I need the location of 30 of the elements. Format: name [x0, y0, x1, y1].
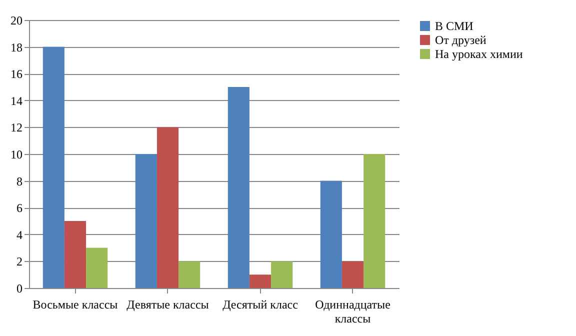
legend-label: В СМИ [435, 19, 474, 33]
y-tick-label: 6 [16, 201, 22, 216]
y-tick-label: 2 [16, 254, 22, 269]
x-tick-label: Десятый класс [222, 298, 298, 312]
y-tick-label: 14 [10, 94, 22, 108]
bar [228, 87, 250, 288]
bar [249, 274, 272, 288]
bar [42, 46, 64, 288]
x-tick-label: Девятые классы [126, 298, 209, 312]
y-tick-label: 16 [10, 67, 22, 82]
bar [320, 180, 342, 288]
y-tick-label: 8 [16, 174, 22, 188]
bar [271, 261, 293, 288]
bar [364, 154, 386, 288]
y-tick-label: 20 [10, 14, 22, 28]
y-tick-label: 0 [16, 282, 22, 296]
x-tick-label: Восьмые классы [32, 298, 118, 312]
bar [86, 248, 108, 288]
x-tick-label: Одиннадцатые классы [315, 298, 390, 326]
y-tick-label: 10 [10, 148, 22, 162]
y-tick-label: 18 [10, 40, 22, 54]
y-tick-label: 12 [10, 120, 22, 135]
bar [178, 261, 200, 288]
bar [64, 221, 86, 288]
bar [135, 154, 157, 288]
y-tick-label: 4 [16, 228, 22, 242]
legend-label: От друзей [435, 33, 487, 47]
bar [342, 261, 364, 288]
bar [156, 127, 179, 288]
legend-label: На уроках химии [435, 47, 524, 61]
